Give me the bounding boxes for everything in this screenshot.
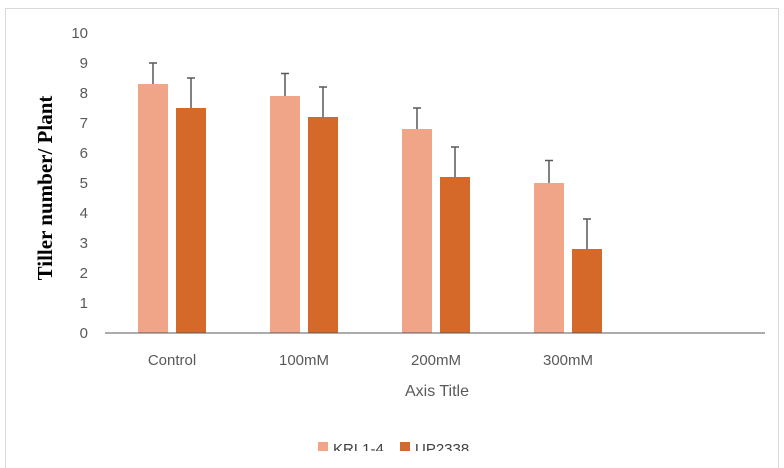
- y-tick-label: 10: [71, 25, 88, 42]
- x-tick-label: 200mM: [411, 352, 461, 369]
- legend-swatch-krl1-4: [318, 442, 328, 451]
- bar-up2338-200mm: [440, 177, 470, 333]
- x-tick-label: Control: [148, 352, 196, 369]
- y-axis-ticks: 0 1 2 3 4 5 6 7 8 9 10: [71, 25, 88, 342]
- bar-krl1-4-200mm: [402, 129, 432, 333]
- bar-krl1-4-control: [138, 84, 168, 333]
- y-tick-label: 8: [80, 85, 88, 102]
- y-tick-label: 2: [80, 265, 88, 282]
- x-axis-label: Axis Title: [405, 383, 469, 400]
- bars: [138, 84, 602, 333]
- legend-label-up2338: UP2338: [415, 441, 469, 451]
- y-tick-label: 9: [80, 55, 88, 72]
- legend: KRL1-4 UP2338: [318, 441, 469, 451]
- error-bars: [149, 63, 591, 249]
- y-axis-label: Tiller number/ Plant: [33, 96, 57, 281]
- bar-up2338-control: [176, 108, 206, 333]
- bar-krl1-4-100mm: [270, 96, 300, 333]
- bar-chart: 0 1 2 3 4 5 6 7 8 9 10 Control 100mM 200mM 300mM Till…: [0, 0, 784, 451]
- y-tick-label: 0: [80, 325, 88, 342]
- y-tick-label: 7: [80, 115, 88, 132]
- x-axis-ticks: Control 100mM 200mM 300mM: [148, 352, 593, 369]
- bar-up2338-100mm: [308, 117, 338, 333]
- y-tick-label: 3: [80, 235, 88, 252]
- bar-krl1-4-300mm: [534, 183, 564, 333]
- legend-label-krl1-4: KRL1-4: [333, 441, 384, 451]
- y-tick-label: 6: [80, 145, 88, 162]
- y-tick-label: 5: [80, 175, 88, 192]
- x-tick-label: 100mM: [279, 352, 329, 369]
- y-tick-label: 1: [80, 295, 88, 312]
- x-tick-label: 300mM: [543, 352, 593, 369]
- bar-up2338-300mm: [572, 249, 602, 333]
- y-tick-label: 4: [80, 205, 88, 222]
- legend-swatch-up2338: [400, 442, 410, 451]
